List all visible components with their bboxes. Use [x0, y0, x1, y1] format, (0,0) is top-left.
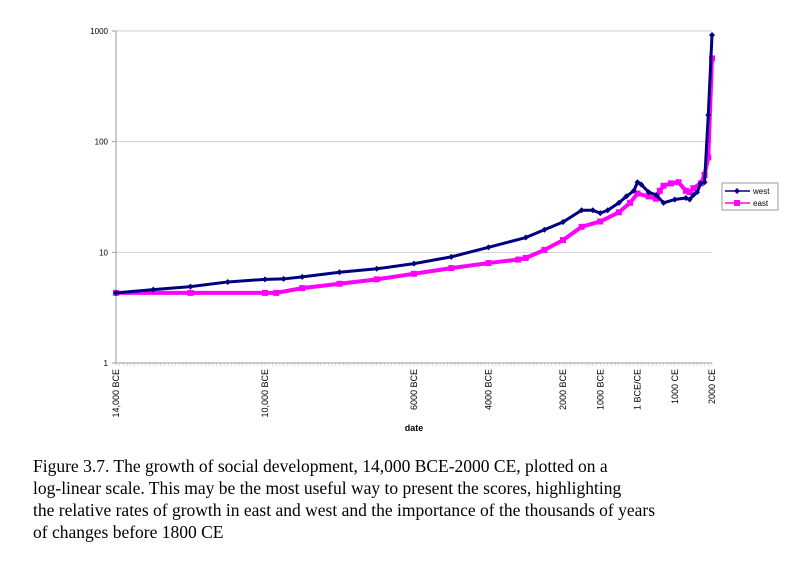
data-point: [589, 207, 596, 214]
data-point: [623, 193, 630, 200]
data-point: [411, 270, 417, 277]
data-point: [485, 260, 492, 267]
data-point: [682, 187, 689, 194]
data-point: [705, 154, 712, 161]
data-point: [597, 218, 604, 225]
data-point: [299, 285, 306, 292]
data-point: [299, 273, 306, 280]
x-tick-label: 4000 BCE: [484, 369, 494, 410]
data-point: [638, 181, 645, 188]
data-point: [448, 265, 455, 272]
series-line-east: [116, 58, 714, 295]
data-point: [660, 182, 667, 189]
data-point: [656, 187, 663, 194]
data-point: [668, 180, 675, 187]
data-point: [597, 210, 604, 217]
data-point: [604, 207, 611, 214]
data-point: [653, 191, 660, 198]
series-line-west: [115, 34, 714, 295]
data-point: [660, 199, 667, 206]
data-point: [336, 280, 343, 287]
data-point: [686, 189, 693, 196]
data-point: [734, 188, 740, 194]
data-point: [373, 265, 380, 272]
caption-line: the relative rates of growth in east and…: [33, 500, 656, 520]
data-point: [645, 193, 652, 200]
data-point: [560, 218, 566, 225]
legend-label-east: east: [753, 199, 769, 208]
data-point: [701, 179, 708, 186]
data-point: [634, 190, 641, 197]
data-point: [709, 32, 715, 39]
data-point: [734, 200, 740, 206]
data-point: [560, 237, 566, 244]
data-point: [187, 289, 194, 296]
caption-line: Figure 3.7. The growth of social develop…: [33, 456, 608, 476]
data-point: [522, 234, 529, 241]
x-tick-label: 2000 BCE: [558, 369, 568, 410]
data-point: [336, 269, 343, 276]
data-point: [224, 278, 231, 285]
data-point: [280, 275, 287, 282]
y-tick-label: 1: [104, 359, 109, 368]
y-tick-label: 100: [95, 138, 109, 147]
legend-label-west: west: [752, 187, 770, 196]
data-point: [541, 226, 548, 233]
x-tick-label: 6000 BCE: [409, 369, 419, 410]
x-tick-label: 10,000 BCE: [260, 369, 270, 418]
y-tick-label: 10: [99, 248, 108, 257]
data-point: [448, 253, 455, 260]
data-point: [113, 289, 119, 296]
x-axis-label: date: [405, 423, 424, 433]
data-point: [578, 223, 585, 230]
data-point: [671, 196, 678, 203]
data-point: [187, 283, 194, 290]
data-point: [630, 187, 637, 194]
data-point: [627, 199, 634, 206]
figure-caption: Figure 3.7. The growth of social develop…: [33, 455, 793, 543]
data-point: [273, 289, 280, 296]
data-point: [373, 276, 380, 283]
data-point: [485, 244, 492, 251]
caption-line: log-linear scale. This may be the most u…: [33, 478, 622, 498]
data-point: [705, 112, 712, 119]
data-point: [262, 276, 268, 283]
data-point: [541, 246, 548, 253]
data-point: [262, 289, 268, 296]
data-point: [150, 286, 157, 293]
data-point: [686, 196, 693, 203]
data-point: [690, 185, 697, 192]
x-tick-label: 14,000 BCE: [111, 369, 121, 418]
x-tick-label: 1000 BCE: [595, 369, 605, 410]
x-tick-label: 1 BCE/CE: [633, 369, 643, 410]
caption-line: of changes before 1800 CE: [33, 522, 224, 542]
data-point: [634, 179, 641, 186]
data-point: [690, 191, 697, 198]
x-tick-label: 2000 CE: [707, 369, 717, 404]
data-point: [645, 189, 652, 196]
data-point: [522, 254, 529, 261]
legend: west east: [721, 182, 779, 211]
data-point: [694, 189, 701, 196]
legend-box: [721, 182, 779, 211]
data-point: [675, 179, 682, 186]
data-point: [615, 199, 622, 206]
data-point: [615, 209, 622, 216]
x-tick-label: 1000 CE: [670, 369, 680, 404]
data-point: [578, 207, 585, 214]
data-point: [653, 195, 660, 202]
line-chart: 1 10 100 1000 14,000 BCE 10,000 BCE 6000 BCE 40…: [90, 27, 779, 433]
data-point: [411, 260, 417, 267]
data-point: [515, 256, 522, 263]
y-tick-label: 1000: [90, 27, 108, 36]
